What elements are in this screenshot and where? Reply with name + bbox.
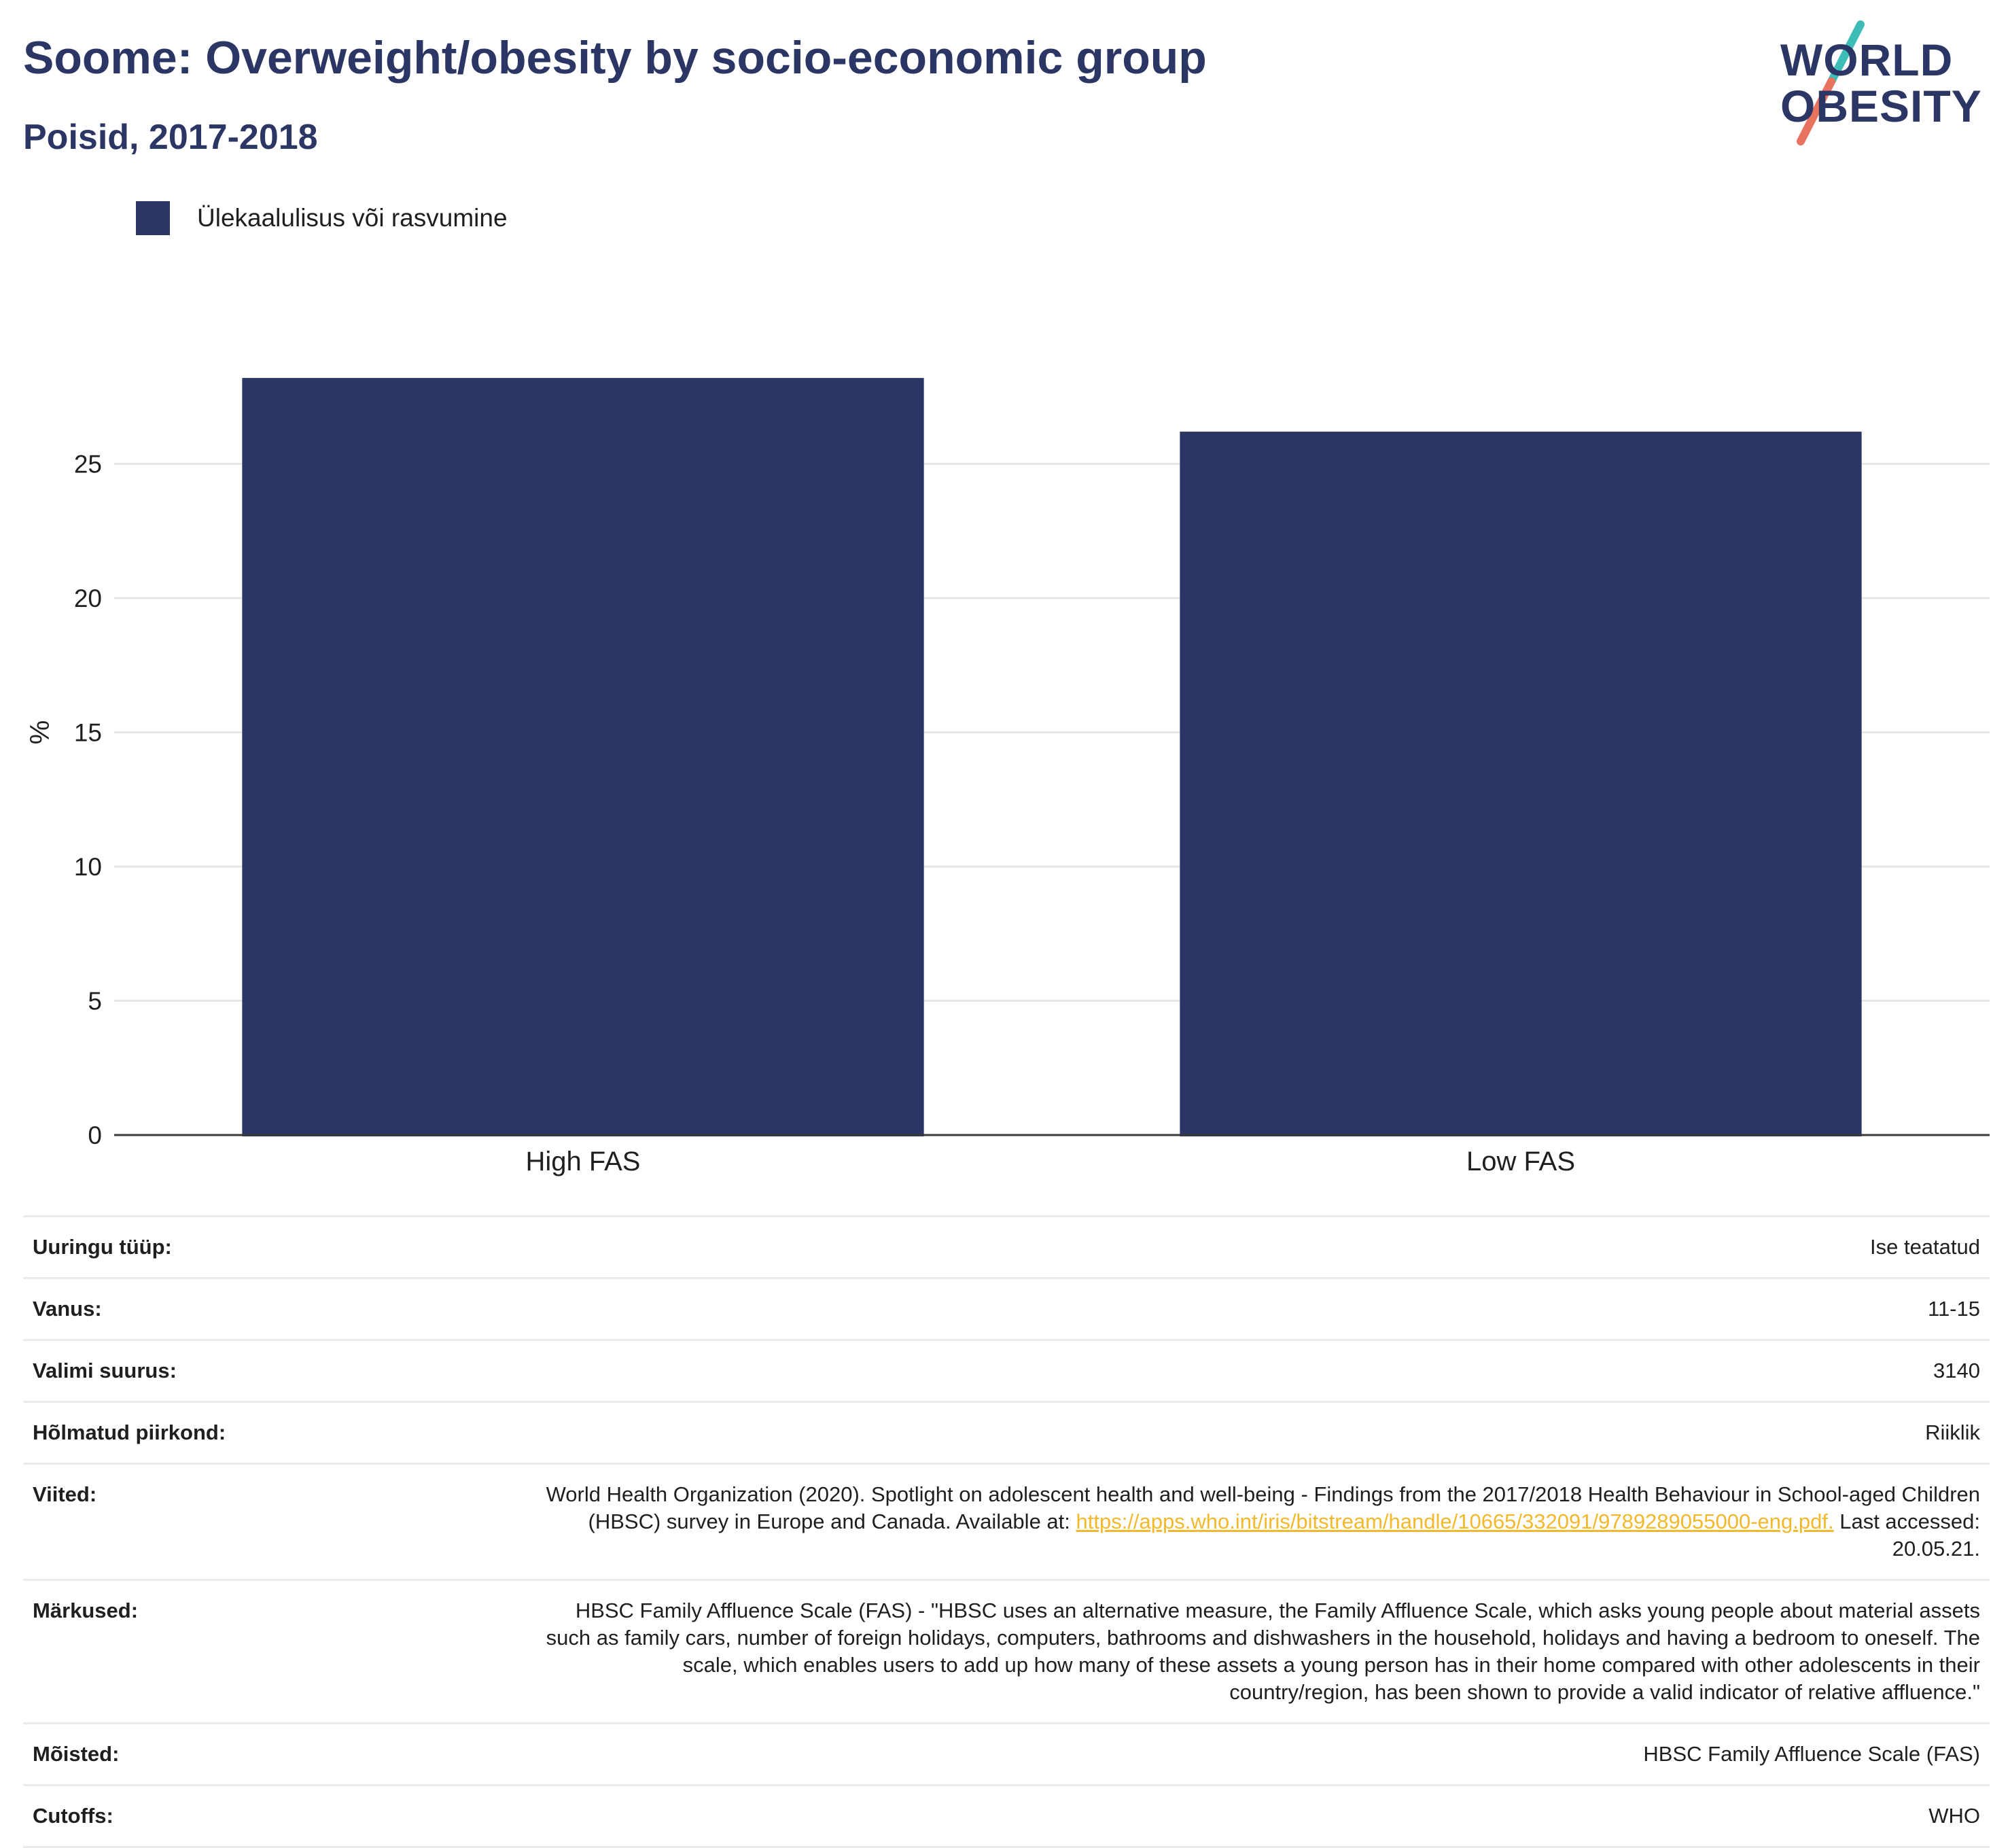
meta-key: Viited: [23,1463,531,1581]
meta-key: Cutoffs: [23,1784,531,1848]
x-tick-label: Low FAS [1466,1147,1575,1176]
y-tick-label: 0 [88,1121,102,1149]
meta-value: WHO [531,1784,1990,1848]
chart-title: Soome: Overweight/obesity by socio-econo… [23,32,1207,84]
meta-row-cutoffs: Cutoffs: WHO [23,1784,1990,1848]
meta-key: Märkused: [23,1579,531,1724]
meta-key: Uuringu tüüp: [23,1215,531,1279]
meta-row-references: Viited: World Health Organization (2020)… [23,1463,1990,1581]
logo-text-obesity: OBESITY [1780,81,1982,131]
chart-legend: Ülekaalulisus või rasvumine [136,201,508,235]
logo-slash-icon [1797,20,1865,145]
y-axis-title: % [25,720,55,745]
meta-key: Vanus: [23,1277,531,1341]
meta-row-definitions: Mõisted: HBSC Family Affluence Scale (FA… [23,1722,1990,1786]
x-tick-label: High FAS [526,1147,641,1176]
meta-row-area-covered: Hõlmatud piirkond: Riiklik [23,1401,1990,1465]
world-obesity-logo: WORLD OBESITY [1767,19,1998,155]
y-tick-label: 20 [74,585,102,612]
legend-label: Ülekaalulisus või rasvumine [197,204,508,232]
meta-value: World Health Organization (2020). Spotli… [531,1463,1990,1581]
meta-row-age: Vanus: 11-15 [23,1277,1990,1341]
meta-row-notes: Märkused: HBSC Family Affluence Scale (F… [23,1579,1990,1724]
bar [242,378,924,1136]
meta-value: 3140 [531,1339,1990,1403]
reference-link[interactable]: https://apps.who.int/iris/bitstream/hand… [1076,1510,1834,1533]
y-tick-label: 10 [74,853,102,881]
meta-value: HBSC Family Affluence Scale (FAS) - "HBS… [531,1579,1990,1724]
y-tick-label: 25 [74,451,102,478]
meta-row-sample-size: Valimi suurus: 3140 [23,1339,1990,1403]
chart-subtitle: Poisid, 2017-2018 [23,118,318,157]
logo-text-world: WORLD [1780,35,1954,85]
meta-value: 11-15 [531,1277,1990,1341]
bar [1180,432,1862,1136]
y-tick-label: 5 [88,988,102,1015]
meta-value: Riiklik [531,1401,1990,1465]
bar-chart: 0 5 10 15 20 25% High FAS Low FAS [25,378,1990,1176]
meta-row-survey-type: Uuringu tüüp: Ise teatatud [23,1215,1990,1279]
legend-swatch [136,201,170,235]
metadata-table: Uuringu tüüp: Ise teatatud Vanus: 11-15 … [23,1215,1990,1848]
reference-accessed: Last accessed: 20.05.21. [1833,1510,1980,1561]
meta-value: Ise teatatud [531,1215,1990,1279]
reference-text: World Health Organization (2020). Spotli… [546,1482,1980,1533]
meta-value: HBSC Family Affluence Scale (FAS) [531,1722,1990,1786]
meta-key: Valimi suurus: [23,1339,531,1403]
meta-key: Hõlmatud piirkond: [23,1401,531,1465]
y-tick-label: 15 [74,719,102,747]
meta-key: Mõisted: [23,1722,531,1786]
